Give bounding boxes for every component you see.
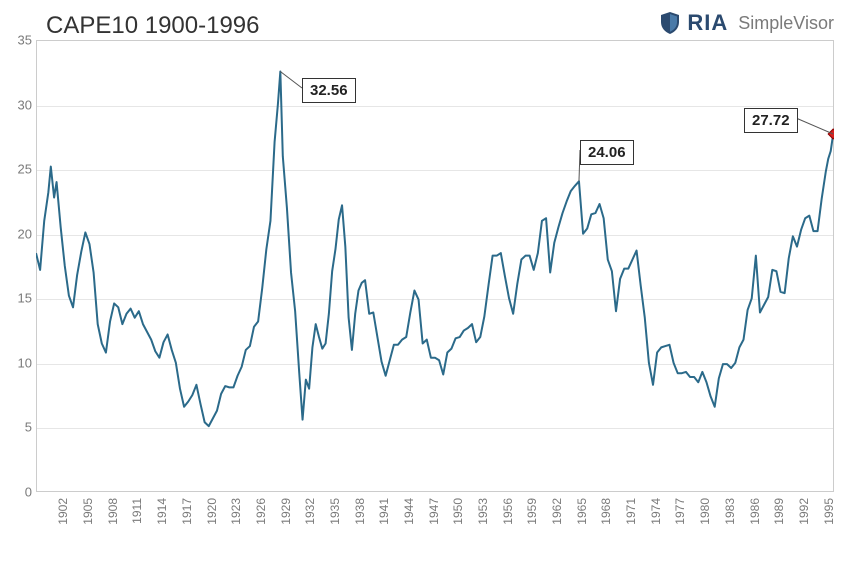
- callout-label: 32.56: [302, 78, 356, 103]
- plot-area: [36, 40, 834, 492]
- chart-title: CAPE10 1900-1996: [46, 12, 260, 40]
- brand-logo: RIA SimpleVisor: [659, 10, 834, 36]
- y-tick-label: 0: [4, 485, 32, 500]
- y-tick-label: 25: [4, 162, 32, 177]
- brand-product: SimpleVisor: [738, 13, 834, 34]
- gridline: [37, 235, 833, 236]
- y-tick-label: 10: [4, 355, 32, 370]
- y-tick-label: 35: [4, 33, 32, 48]
- shield-icon: [659, 11, 681, 35]
- gridline: [37, 299, 833, 300]
- chart-container: CAPE10 1900-1996 RIA SimpleVisor 0 5 10 15 2…: [0, 0, 848, 564]
- brand-name: RIA: [687, 10, 728, 36]
- gridline: [37, 170, 833, 171]
- callout-label: 24.06: [580, 140, 634, 165]
- y-tick-label: 30: [4, 97, 32, 112]
- y-tick-label: 20: [4, 226, 32, 241]
- y-tick-label: 5: [4, 420, 32, 435]
- gridline: [37, 428, 833, 429]
- gridline: [37, 364, 833, 365]
- callout-label: 27.72: [744, 108, 798, 133]
- x-tick-label: 1995: [822, 498, 848, 525]
- gridline: [37, 106, 833, 107]
- y-tick-label: 15: [4, 291, 32, 306]
